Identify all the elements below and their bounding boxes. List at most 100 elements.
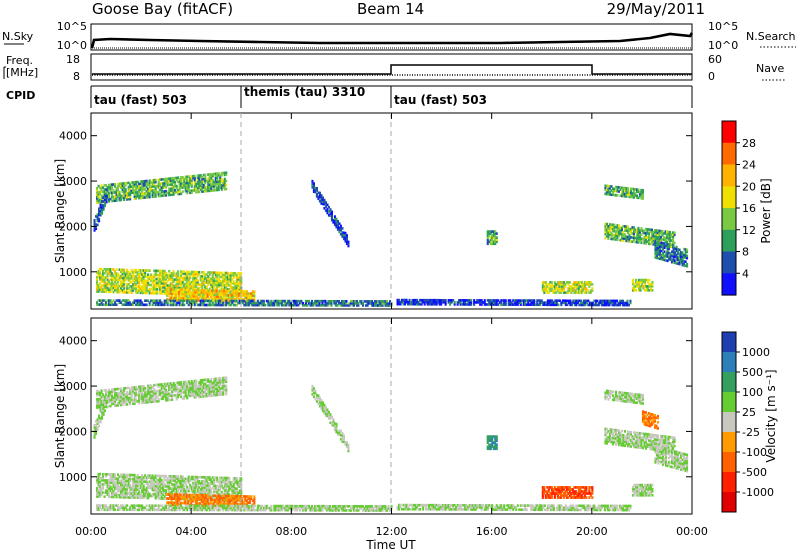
range-cell xyxy=(270,301,273,305)
range-cell xyxy=(533,301,536,304)
range-cell xyxy=(136,285,139,288)
range-cell xyxy=(637,280,640,284)
range-cell xyxy=(172,278,175,281)
range-cell xyxy=(438,303,441,306)
range-cell xyxy=(654,243,657,247)
range-cell xyxy=(144,386,147,390)
range-cell xyxy=(114,301,117,304)
range-cell xyxy=(208,185,211,188)
range-cell xyxy=(229,280,232,283)
range-cell xyxy=(516,303,519,306)
range-cell xyxy=(318,193,321,197)
range-cell xyxy=(133,268,136,272)
range-cell xyxy=(659,229,662,233)
range-cell xyxy=(130,285,133,288)
range-cell xyxy=(549,289,552,292)
range-cell xyxy=(96,189,99,192)
range-cell xyxy=(407,302,410,306)
range-cell xyxy=(105,188,108,192)
range-cell xyxy=(208,482,211,485)
range-cell xyxy=(195,301,198,305)
range-cell xyxy=(105,184,108,187)
range-cell xyxy=(440,299,443,302)
range-cell xyxy=(120,198,123,202)
range-cell xyxy=(386,300,389,303)
range-cell xyxy=(201,285,204,288)
range-cell xyxy=(102,303,105,306)
range-cell xyxy=(238,299,241,303)
range-cell xyxy=(112,485,115,489)
range-cell xyxy=(548,301,551,304)
range-cell xyxy=(414,302,417,306)
nave-trace xyxy=(92,64,692,75)
range-cell xyxy=(202,490,205,493)
range-cell xyxy=(486,232,489,235)
range-cell xyxy=(190,386,193,389)
range-cell xyxy=(186,382,189,386)
range-cell xyxy=(132,181,135,184)
range-cell xyxy=(417,300,420,304)
range-cell xyxy=(190,392,193,395)
range-cell xyxy=(114,396,117,399)
range-cell xyxy=(537,299,540,302)
range-cell xyxy=(217,301,220,305)
range-cell xyxy=(663,250,666,254)
range-cell xyxy=(96,199,99,202)
range-cell xyxy=(315,189,318,192)
range-cell xyxy=(93,432,96,435)
range-cell xyxy=(195,481,198,485)
range-cell xyxy=(105,198,108,202)
range-cell xyxy=(114,199,117,202)
range-cell xyxy=(190,191,193,194)
range-cell xyxy=(144,291,147,295)
range-cell xyxy=(543,303,546,306)
range-cell xyxy=(205,293,208,296)
range-cell xyxy=(154,178,157,182)
range-cell xyxy=(200,289,203,292)
range-cell xyxy=(213,285,216,289)
range-cell xyxy=(310,299,313,303)
range-cell xyxy=(190,179,193,182)
range-cell xyxy=(105,194,108,198)
range-cell xyxy=(626,239,629,243)
range-cell xyxy=(554,303,557,307)
range-cell xyxy=(380,302,383,305)
range-cell xyxy=(159,389,162,392)
range-cell xyxy=(144,303,147,307)
range-cell xyxy=(543,281,546,284)
range-cell xyxy=(168,392,171,396)
range-cell xyxy=(213,381,216,385)
range-cell xyxy=(420,298,423,302)
range-cell xyxy=(169,189,172,193)
range-cell xyxy=(95,424,98,427)
range-cell xyxy=(231,274,234,277)
range-cell xyxy=(580,291,583,294)
range-cell xyxy=(271,303,274,307)
range-cell xyxy=(120,194,123,198)
range-cell xyxy=(189,272,192,276)
range-cell xyxy=(655,250,658,253)
range-cell xyxy=(576,283,579,286)
range-cell xyxy=(577,289,580,292)
range-cell xyxy=(117,395,120,399)
range-cell xyxy=(123,397,126,400)
range-cell xyxy=(147,289,150,293)
range-cell xyxy=(338,228,341,232)
range-cell xyxy=(387,304,390,307)
range-cell xyxy=(194,295,197,298)
range-cell xyxy=(654,256,657,259)
range-cell xyxy=(217,285,220,289)
range-cell xyxy=(343,304,346,307)
range-cell xyxy=(181,282,184,286)
range-cell xyxy=(148,303,151,307)
range-cell xyxy=(567,301,570,305)
range-cell xyxy=(247,292,250,295)
range-cell xyxy=(139,186,142,190)
range-cell xyxy=(222,393,225,396)
range-cell xyxy=(151,287,154,291)
range-cell xyxy=(486,240,489,244)
range-cell xyxy=(232,291,235,295)
range-cell xyxy=(139,301,142,304)
range-cell xyxy=(491,236,494,239)
range-cell xyxy=(663,258,666,262)
